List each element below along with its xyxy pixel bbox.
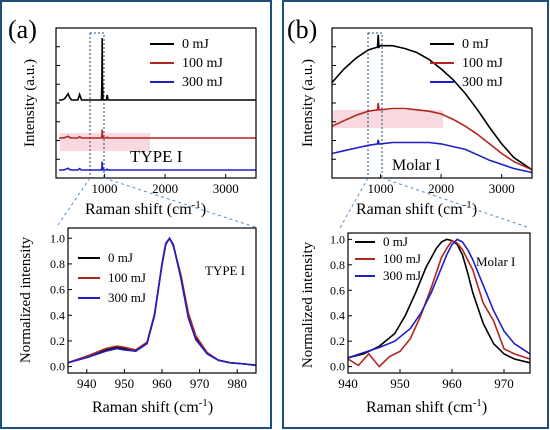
- plot-area-a-top: [59, 37, 256, 171]
- x-axis-label-tail: ): [208, 399, 213, 416]
- x-axis-label: Raman shift (cm-1): [366, 397, 487, 416]
- x-axis-label-tail: ): [482, 399, 487, 416]
- zoom-connector-right: [103, 177, 259, 229]
- y-tick-label: 0.4: [50, 308, 65, 322]
- x-axis-label-sup: -1: [192, 199, 201, 211]
- sample-label: Molar I: [392, 157, 440, 174]
- legend-label: 100 mJ: [108, 270, 146, 285]
- plot-area-a-bottom: [67, 236, 257, 367]
- series-line-300-mj: [59, 161, 256, 171]
- y-tick-label: 0.2: [330, 334, 345, 348]
- zoom-box: [367, 32, 383, 179]
- panel-a-letter: (a): [8, 15, 37, 44]
- x-axis-label-main: Raman shift (cm: [356, 201, 463, 218]
- sample-label: TYPE I: [130, 147, 183, 166]
- x-tick-label: 960: [442, 376, 462, 391]
- x-tick-label: 2000: [152, 181, 178, 196]
- x-axis-label: Raman shift (cm-1): [356, 199, 477, 218]
- x-axis-label-sup: -1: [463, 199, 472, 211]
- x-tick-label: 970: [190, 376, 210, 391]
- series-line-100-mj: [347, 239, 531, 368]
- chart-a-bottom: 940 950 960 970 980 0.0 0.2 0.4 0.6 0.8 1.0 0 mJ 10…: [18, 227, 257, 416]
- x-tick-label: 950: [390, 376, 410, 391]
- x-tick-label: 1000: [367, 181, 393, 196]
- y-axis-label: Normalized intensity: [18, 236, 34, 363]
- x-tick-label: 940: [77, 376, 97, 391]
- panel-b-letter: (b): [287, 15, 317, 44]
- series-line-100-mj: [59, 129, 256, 139]
- legend-label: 0 mJ: [108, 250, 133, 265]
- y-tick-label: 0.8: [330, 258, 345, 272]
- series-line-0-mj: [331, 34, 533, 171]
- y-tick-label: 0.2: [50, 334, 65, 348]
- y-axis-label: Intensity (a.u.): [300, 59, 316, 147]
- legend: 0 mJ 100 mJ 300 mJ: [430, 37, 503, 90]
- series-line-300-mj: [347, 238, 531, 359]
- series-line-300-mj: [331, 139, 533, 174]
- axes-frame: [347, 232, 531, 374]
- chart-b-top: 1000 2000 3000 Molar I 0 mJ 100 mJ 300 mJ Ra…: [300, 27, 533, 218]
- series-line-0-mj: [59, 37, 256, 101]
- x-tick-label: 3000: [213, 181, 239, 196]
- legend-label: 100 mJ: [182, 56, 223, 71]
- y-tick-label: 0.0: [330, 360, 345, 374]
- plot-area-b-bottom: [347, 238, 531, 368]
- legend-label: 0 mJ: [462, 37, 489, 52]
- legend-label: 100 mJ: [383, 251, 421, 266]
- x-ticks: 1000 2000 3000: [56, 46, 239, 196]
- legend-label: 300 mJ: [182, 75, 223, 90]
- x-tick-label: 950: [115, 376, 135, 391]
- x-tick-label: 1000: [91, 181, 117, 196]
- y-tick-label: 1.0: [330, 232, 345, 246]
- legend: 0 mJ 100 mJ 300 mJ: [78, 250, 146, 305]
- x-tick-label: 3000: [489, 181, 515, 196]
- legend-label: 300 mJ: [383, 268, 421, 283]
- series-line-300-mj: [67, 236, 257, 367]
- axes-frame: [331, 27, 533, 179]
- axes-frame: [67, 227, 257, 374]
- x-tick-label: 2000: [428, 181, 454, 196]
- panel-a-frame: [0, 0, 272, 429]
- chart-a-top: 1000 2000 3000 TYPE I 0 mJ 100 mJ 300 mJ Ram…: [22, 27, 257, 218]
- x-axis-label: Raman shift (cm-1): [92, 397, 213, 416]
- legend: 0 mJ 100 mJ 300 mJ: [355, 234, 421, 283]
- y-tick-label: 1.0: [50, 231, 65, 245]
- panel-b-frame: [282, 0, 549, 429]
- y-tick-label: 0.4: [330, 309, 345, 323]
- y-axis-label: Intensity (a.u.): [22, 59, 38, 147]
- y-tick-label: 0.0: [50, 360, 65, 374]
- legend-label: 100 mJ: [462, 56, 503, 71]
- sample-label: Molar I: [476, 254, 515, 269]
- series-line-100-mj: [331, 102, 533, 171]
- x-axis-label-tail: ): [201, 201, 206, 218]
- y-axis-label: Normalized intensity: [300, 241, 316, 368]
- legend-label: 300 mJ: [462, 75, 503, 90]
- x-tick-label: 980: [227, 376, 247, 391]
- x-axis-label-sup: -1: [473, 397, 482, 409]
- x-axis-label-main: Raman shift (cm: [85, 201, 192, 218]
- legend-label: 0 mJ: [383, 234, 408, 249]
- x-tick-label: 970: [494, 376, 514, 391]
- legend-label: 300 mJ: [108, 290, 146, 305]
- x-tick-label: 940: [338, 376, 358, 391]
- plot-area-b-top: [331, 34, 533, 174]
- y-tick-label: 0.8: [50, 257, 65, 271]
- x-ticks: 1000 2000 3000: [332, 46, 515, 196]
- x-axis-label-main: Raman shift (cm: [366, 399, 473, 416]
- x-axis-label-sup: -1: [199, 397, 208, 409]
- axis-ticks: 940 950 960 970 0.0 0.2 0.4 0.6 0.8 1.0: [330, 232, 514, 391]
- x-axis-label-main: Raman shift (cm: [92, 399, 199, 416]
- axis-ticks: 940 950 960 970 980 0.0 0.2 0.4 0.6 0.8 1.0: [50, 231, 247, 391]
- y-tick-label: 0.6: [50, 283, 65, 297]
- legend: 0 mJ 100 mJ 300 mJ: [150, 37, 223, 90]
- y-tick-label: 0.6: [330, 283, 345, 297]
- x-tick-label: 960: [152, 376, 172, 391]
- series-line-0-mj: [347, 238, 531, 364]
- x-axis-label: Raman shift (cm-1): [85, 199, 206, 218]
- chart-b-bottom: 940 950 960 970 0.0 0.2 0.4 0.6 0.8 1.0 0 mJ 100 m…: [300, 232, 531, 416]
- zoom-connector-right: [381, 177, 531, 229]
- sample-label: TYPE I: [205, 263, 245, 278]
- legend-label: 0 mJ: [182, 37, 209, 52]
